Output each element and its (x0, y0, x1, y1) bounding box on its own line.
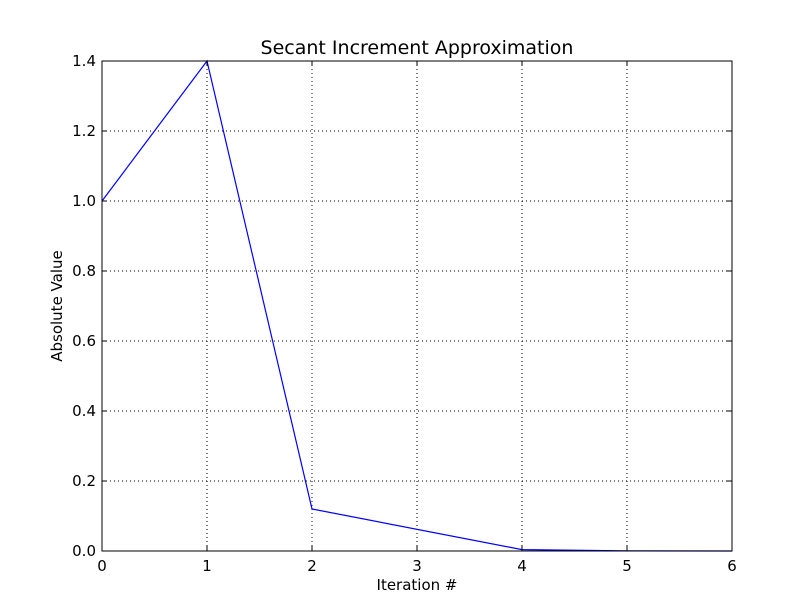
x-tick-label: 3 (412, 557, 422, 575)
x-tick-label: 4 (517, 557, 527, 575)
x-tick-label: 6 (727, 557, 737, 575)
y-tick-label: 1.4 (72, 52, 96, 70)
y-tick-label: 0.2 (72, 472, 96, 490)
y-tick-label: 0.8 (72, 262, 96, 280)
y-tick-labels: 0.0 0.2 0.4 0.6 0.8 1.0 1.2 1.4 (72, 52, 96, 560)
ticks (101, 60, 733, 552)
y-axis-label: Absolute Value (48, 250, 66, 362)
grid (101, 60, 733, 552)
chart-title: Secant Increment Approximation (261, 37, 574, 59)
x-tick-label: 1 (202, 557, 212, 575)
x-tick-label: 5 (622, 557, 632, 575)
y-tick-label: 1.0 (72, 192, 96, 210)
y-tick-label: 0.0 (72, 542, 96, 560)
y-tick-label: 0.4 (72, 402, 96, 420)
x-tick-label: 0 (97, 557, 107, 575)
x-tick-labels: 0 1 2 3 4 5 6 (97, 557, 737, 575)
x-tick-label: 2 (307, 557, 317, 575)
y-tick-label: 1.2 (72, 122, 96, 140)
x-axis-label: Iteration # (377, 576, 458, 594)
y-tick-label: 0.6 (72, 332, 96, 350)
